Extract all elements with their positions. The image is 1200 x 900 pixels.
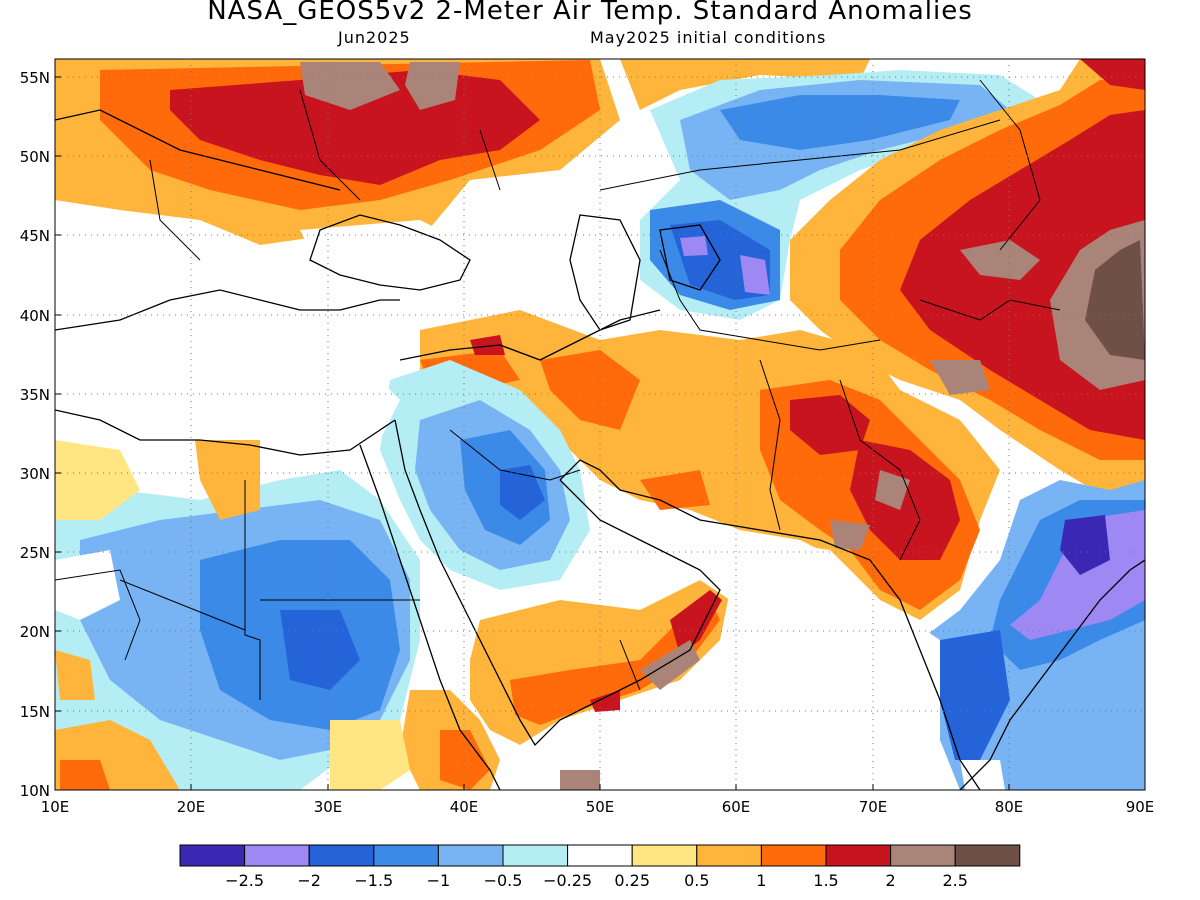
colorbar-label: 2.5 — [942, 871, 967, 890]
country-borders — [55, 79, 1061, 700]
anomaly-field — [55, 59, 1145, 790]
colorbar-label: 1 — [756, 871, 766, 890]
lon-label: 50E — [586, 798, 615, 816]
colorbar-label: −1 — [427, 871, 451, 890]
lon-label: 80E — [995, 798, 1024, 816]
initial-conditions-label: May2025 initial conditions — [590, 28, 827, 47]
lat-labels: 10N 15N 20N 25N 30N 35N 40N 45N 50N 55N — [20, 69, 50, 800]
map-title: NASA_GEOS5v2 2-Meter Air Temp. Standard … — [207, 0, 973, 26]
colorbar-label: −1.5 — [354, 871, 393, 890]
colorbar-swatch — [890, 844, 956, 867]
colorbar-swatch — [567, 844, 633, 867]
colorbar-swatch — [373, 844, 439, 867]
lat-label: 50N — [20, 148, 50, 166]
colorbar-swatch — [437, 844, 504, 867]
colorbar-swatch — [244, 844, 310, 867]
colorbar-swatch — [179, 844, 246, 867]
colorbar-swatch — [696, 844, 762, 867]
colorbar-label: 0.25 — [614, 871, 650, 890]
lon-labels: 10E 20E 30E 40E 50E 60E 70E 80E 90E — [41, 798, 1155, 816]
lat-label: 15N — [20, 703, 50, 721]
lat-label: 40N — [20, 307, 50, 325]
lon-label: 30E — [314, 798, 343, 816]
lat-label: 55N — [20, 69, 50, 87]
colorbar-label: −0.25 — [543, 871, 592, 890]
colorbar-label: −2.5 — [225, 871, 264, 890]
lat-label: 30N — [20, 465, 50, 483]
lon-label: 70E — [859, 798, 888, 816]
coastlines — [55, 109, 1145, 790]
lat-label: 35N — [20, 386, 50, 404]
colorbar: −2.5 −2 −1.5 −1 −0.5 −0.25 0.25 0.5 1 1.5 2 2.5 — [179, 844, 1021, 890]
lon-label: 40E — [450, 798, 479, 816]
colorbar-swatch — [502, 844, 569, 867]
colorbar-swatch — [631, 844, 698, 867]
forecast-month: Jun2025 — [338, 28, 411, 47]
lat-label: 25N — [20, 544, 50, 562]
colorbar-label: 2 — [886, 871, 896, 890]
lon-label: 90E — [1126, 798, 1155, 816]
colorbar-swatch — [308, 844, 375, 867]
colorbar-label: −2 — [297, 871, 321, 890]
colorbar-swatch — [825, 844, 892, 867]
lat-label: 10N — [20, 782, 50, 800]
colorbar-label: 1.5 — [813, 871, 838, 890]
lon-label: 10E — [41, 798, 70, 816]
lon-label: 20E — [177, 798, 206, 816]
colorbar-swatch — [760, 844, 827, 867]
lat-label: 45N — [20, 227, 50, 245]
lat-ticks — [55, 76, 61, 791]
lon-ticks — [54, 784, 1146, 790]
lon-label: 60E — [722, 798, 751, 816]
lat-label: 20N — [20, 623, 50, 641]
colorbar-label: −0.5 — [484, 871, 523, 890]
colorbar-swatch — [954, 844, 1021, 867]
colorbar-label: 0.5 — [684, 871, 709, 890]
